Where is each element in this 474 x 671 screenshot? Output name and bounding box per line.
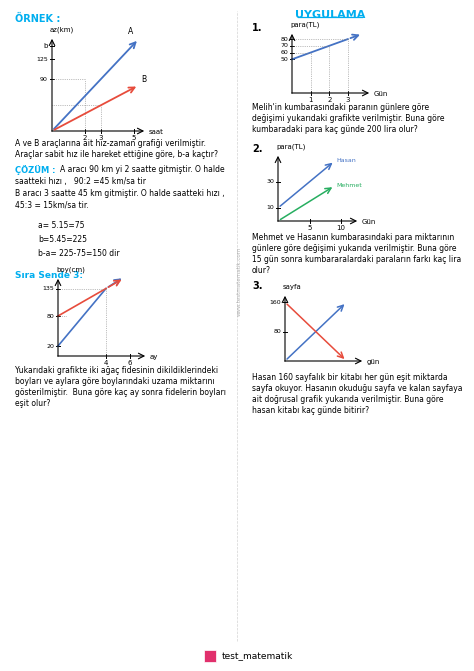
Text: a= 5.15=75: a= 5.15=75 bbox=[38, 221, 84, 230]
Text: ait doğrusal grafik yukarıda verilmiştir. Buna göre: ait doğrusal grafik yukarıda verilmiştir… bbox=[252, 395, 444, 404]
Text: 80: 80 bbox=[280, 37, 288, 42]
Text: 10: 10 bbox=[337, 225, 346, 231]
Text: 5: 5 bbox=[132, 135, 136, 141]
Text: 80: 80 bbox=[46, 313, 54, 319]
Text: 160: 160 bbox=[269, 300, 281, 305]
Text: 15 gün sonra kumbararalardaki paraların farkı kaç lira: 15 gün sonra kumbararalardaki paraların … bbox=[252, 255, 461, 264]
Text: 10: 10 bbox=[266, 205, 274, 211]
Text: 2: 2 bbox=[327, 97, 331, 103]
Text: 45:3 = 15km/sa tir.: 45:3 = 15km/sa tir. bbox=[15, 201, 89, 210]
Text: kumbaradaki para kaç günde 200 lira olur?: kumbaradaki para kaç günde 200 lira olur… bbox=[252, 125, 418, 134]
Text: boy(cm): boy(cm) bbox=[56, 266, 85, 273]
Text: 70: 70 bbox=[280, 44, 288, 48]
Text: 50: 50 bbox=[280, 57, 288, 62]
Text: 80: 80 bbox=[273, 329, 281, 334]
Text: www.testmatematik.com: www.testmatematik.com bbox=[237, 246, 241, 315]
Text: test_matematik: test_matematik bbox=[222, 652, 293, 660]
Text: 125: 125 bbox=[36, 56, 48, 62]
Text: Araçlar sabit hız ile hareket ettiğine göre, b-a kaçtır?: Araçlar sabit hız ile hareket ettiğine g… bbox=[15, 150, 218, 159]
Text: az(km): az(km) bbox=[50, 26, 74, 33]
Text: günlere göre değişimi yukarıda verilmiştir. Buna göre: günlere göre değişimi yukarıda verilmişt… bbox=[252, 244, 456, 253]
Text: 2.: 2. bbox=[252, 144, 263, 154]
Text: 30: 30 bbox=[266, 179, 274, 185]
Text: Yukarıdaki grafikte iki ağaç fidesinin dikildiklerindeki: Yukarıdaki grafikte iki ağaç fidesinin d… bbox=[15, 366, 218, 375]
Text: eşit olur?: eşit olur? bbox=[15, 399, 50, 408]
Text: UYGULAMA: UYGULAMA bbox=[295, 10, 365, 20]
Text: A: A bbox=[128, 27, 134, 36]
Text: b-a= 225-75=150 dir: b-a= 225-75=150 dir bbox=[38, 249, 119, 258]
Text: Melih'in kumbarasındaki paranın günlere göre: Melih'in kumbarasındaki paranın günlere … bbox=[252, 103, 429, 112]
Text: ÖRNEK :: ÖRNEK : bbox=[15, 14, 60, 24]
Text: A aracı 90 km yi 2 saatte gitmiştir. O halde: A aracı 90 km yi 2 saatte gitmiştir. O h… bbox=[60, 165, 225, 174]
Text: ay: ay bbox=[150, 354, 158, 360]
Text: saatteki hızı ,   90:2 =45 km/sa tir: saatteki hızı , 90:2 =45 km/sa tir bbox=[15, 177, 146, 186]
Text: A ve B araçlarına ait hız-zaman grafiği verilmiştir.: A ve B araçlarına ait hız-zaman grafiği … bbox=[15, 139, 206, 148]
Text: Hasan 160 sayfalık bir kitabı her gün eşit miktarda: Hasan 160 sayfalık bir kitabı her gün eş… bbox=[252, 373, 447, 382]
Text: Sıra Sende 3:: Sıra Sende 3: bbox=[15, 271, 83, 280]
Text: 4: 4 bbox=[104, 360, 108, 366]
Text: 1.: 1. bbox=[252, 23, 263, 33]
Text: 90: 90 bbox=[40, 76, 48, 82]
Text: b: b bbox=[44, 43, 48, 49]
Text: 2: 2 bbox=[82, 135, 87, 141]
Text: gün: gün bbox=[367, 359, 380, 365]
Text: sayfa: sayfa bbox=[283, 284, 302, 290]
Text: ÇÖZÜM :: ÇÖZÜM : bbox=[15, 165, 55, 175]
Text: Mehmet ve Hasanın kumbarasındaki para miktarının: Mehmet ve Hasanın kumbarasındaki para mi… bbox=[252, 233, 454, 242]
Text: 1: 1 bbox=[309, 97, 313, 103]
Text: 60: 60 bbox=[280, 50, 288, 55]
Text: para(TL): para(TL) bbox=[290, 21, 319, 28]
Text: 3: 3 bbox=[346, 97, 350, 103]
Text: hasan kitabı kaç günde bitirir?: hasan kitabı kaç günde bitirir? bbox=[252, 406, 369, 415]
Text: 3: 3 bbox=[99, 135, 103, 141]
Text: Mehmet: Mehmet bbox=[337, 183, 363, 188]
Text: değişimi yukarıdaki grafikte verilmiştir. Buna göre: değişimi yukarıdaki grafikte verilmiştir… bbox=[252, 114, 445, 123]
Text: boyları ve aylara göre boylarındaki uzama miktarını: boyları ve aylara göre boylarındaki uzam… bbox=[15, 377, 215, 386]
Text: Gün: Gün bbox=[374, 91, 388, 97]
Text: Hasan: Hasan bbox=[337, 158, 356, 163]
Text: sayfa okuyor. Hasanın okuduğu sayfa ve kalan sayfaya: sayfa okuyor. Hasanın okuduğu sayfa ve k… bbox=[252, 384, 463, 393]
Text: B: B bbox=[141, 75, 146, 85]
Text: 135: 135 bbox=[42, 286, 54, 291]
Text: saat: saat bbox=[149, 129, 164, 135]
Text: gösterilmiştir.  Buna göre kaç ay sonra fidelerin boyları: gösterilmiştir. Buna göre kaç ay sonra f… bbox=[15, 388, 226, 397]
Text: b=5.45=225: b=5.45=225 bbox=[38, 235, 87, 244]
Text: B aracı 3 saatte 45 km gitmiştir. O halde saatteki hızı ,: B aracı 3 saatte 45 km gitmiştir. O hald… bbox=[15, 189, 225, 198]
Text: 20: 20 bbox=[46, 344, 54, 348]
Text: Gün: Gün bbox=[362, 219, 376, 225]
Text: para(TL): para(TL) bbox=[276, 144, 305, 150]
Text: 3.: 3. bbox=[252, 281, 263, 291]
Text: 5: 5 bbox=[307, 225, 312, 231]
Text: 6: 6 bbox=[128, 360, 132, 366]
Text: olur?: olur? bbox=[252, 266, 271, 275]
